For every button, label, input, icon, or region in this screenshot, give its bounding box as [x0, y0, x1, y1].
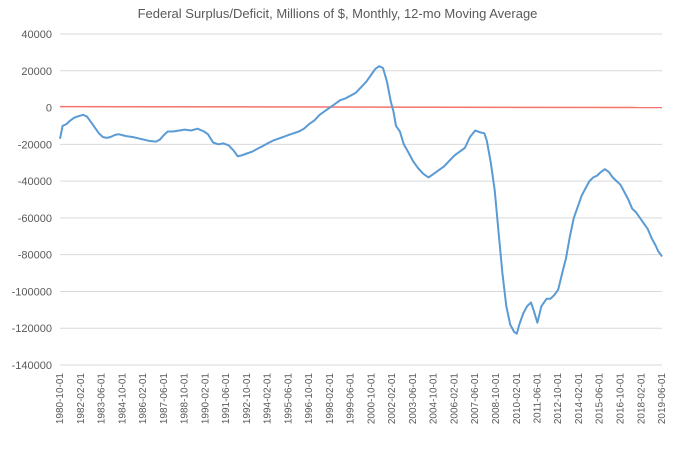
x-tick-label: 1990-02-01	[200, 373, 211, 425]
series-line	[59, 65, 663, 335]
x-tick-label: 2011-06-01	[532, 373, 543, 424]
x-tick-label: 2003-06-01	[408, 373, 419, 425]
y-tick-label: -100000	[12, 286, 52, 298]
x-tick-label: 1986-02-01	[138, 373, 149, 425]
y-axis: 40000 20000 0 -20000 -40000 -60000 -80000 -1000…	[12, 29, 52, 372]
series-layer	[59, 65, 663, 335]
x-tick-label: 1992-10-01	[242, 373, 253, 425]
x-tick-label: 2018-02-01	[636, 373, 647, 425]
y-tick-label: -40000	[18, 176, 52, 188]
x-tick-label: 1984-10-01	[117, 373, 128, 425]
x-tick-label: 2004-10-01	[429, 373, 440, 425]
x-tick-label: 1996-10-01	[304, 373, 315, 425]
y-tick-label: 40000	[21, 29, 52, 41]
y-tick-label: -60000	[18, 213, 52, 225]
x-tick-label: 1980-10-01	[55, 373, 66, 425]
x-tick-label: 1987-06-01	[159, 373, 170, 425]
x-axis: 1980-10-01 1982-02-01 1983-06-01 1984-10-01…	[55, 373, 668, 425]
x-tick-label: 1982-02-01	[76, 373, 87, 425]
x-tick-label: 1994-02-01	[263, 373, 274, 425]
x-tick-label: 2006-02-01	[449, 373, 460, 425]
x-tick-label: 2015-06-01	[595, 373, 606, 425]
y-tick-label: -80000	[18, 250, 52, 262]
y-tick-label: -20000	[18, 139, 52, 151]
y-tick-label: 20000	[21, 66, 52, 78]
grid-layer	[60, 33, 662, 366]
zero-reference-layer	[59, 105, 663, 109]
x-tick-label: 1983-06-01	[96, 373, 107, 425]
x-tick-label: 2000-10-01	[366, 373, 377, 425]
x-tick-label: 2014-02-01	[574, 373, 585, 425]
x-tick-label: 1998-02-01	[325, 373, 336, 425]
y-tick-label: -140000	[12, 360, 52, 372]
x-tick-label: 2019-06-01	[657, 373, 668, 425]
x-tick-label: 1999-06-01	[346, 373, 357, 425]
x-tick-label: 2016-10-01	[616, 373, 627, 425]
x-tick-label: 2002-02-01	[387, 373, 398, 425]
x-tick-label: 1995-06-01	[283, 373, 294, 425]
x-tick-label: 1988-10-01	[180, 373, 191, 425]
zero-reference-line	[59, 105, 663, 109]
chart-title: Federal Surplus/Deficit, Millions of $, …	[137, 6, 538, 21]
x-tick-label: 2012-10-01	[553, 373, 564, 425]
x-tick-label: 2007-06-01	[470, 373, 481, 425]
x-tick-label: 1991-06-01	[221, 373, 232, 425]
x-tick-label: 2010-02-01	[512, 373, 523, 425]
y-tick-label: 0	[46, 103, 52, 115]
x-tick-label: 2008-10-01	[491, 373, 502, 425]
y-tick-label: -120000	[12, 323, 52, 335]
